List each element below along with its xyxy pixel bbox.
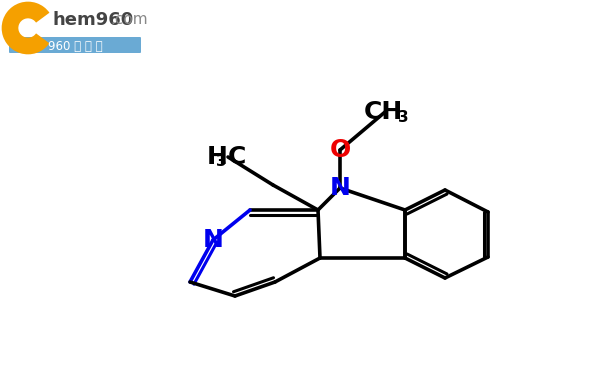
- Text: H: H: [207, 145, 228, 169]
- Text: O: O: [329, 138, 351, 162]
- Text: N: N: [203, 228, 223, 252]
- Text: .com: .com: [110, 12, 148, 27]
- Text: 3: 3: [397, 110, 408, 125]
- Text: CH: CH: [364, 100, 402, 124]
- Text: N: N: [330, 176, 350, 200]
- FancyBboxPatch shape: [9, 37, 141, 53]
- Text: 960 化 工 网: 960 化 工 网: [48, 39, 102, 53]
- Text: 3: 3: [217, 154, 227, 170]
- Text: C: C: [228, 145, 246, 169]
- Text: hem960: hem960: [53, 11, 134, 29]
